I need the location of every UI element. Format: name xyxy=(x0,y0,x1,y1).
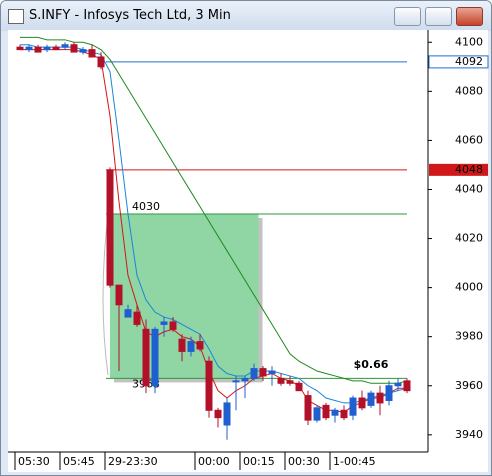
candle-body xyxy=(115,284,123,306)
candle-body xyxy=(169,321,177,330)
candle-body xyxy=(376,392,384,404)
app-icon xyxy=(8,9,24,24)
candle-body xyxy=(88,49,96,58)
candle-body xyxy=(403,380,411,392)
candle-body xyxy=(331,409,339,416)
y-tick-label: 3980 xyxy=(455,330,483,343)
average-line xyxy=(20,36,408,384)
candle-body xyxy=(43,46,51,51)
candle-body xyxy=(196,341,204,350)
x-tick-label: 29-23:30 xyxy=(108,455,158,468)
candle-body xyxy=(52,46,60,51)
candle-body xyxy=(232,380,240,383)
candle-body xyxy=(214,409,222,419)
level-label: 4048 xyxy=(455,163,483,176)
x-tick-label: 00:30 xyxy=(288,455,320,468)
candle-body xyxy=(340,409,348,419)
level-tag xyxy=(428,55,489,69)
candle-body xyxy=(367,392,375,406)
candle-body xyxy=(322,404,330,419)
candle-body xyxy=(304,395,312,421)
candle-body xyxy=(142,328,150,387)
minimize-button[interactable] xyxy=(394,7,421,26)
candle-body xyxy=(349,397,357,416)
window-title: S.INFY - Infosys Tech Ltd, 3 Min xyxy=(29,8,231,23)
candle-body xyxy=(259,368,267,377)
candle-body xyxy=(268,370,276,374)
guide-arc xyxy=(102,214,109,376)
y-tick-label: 4100 xyxy=(455,35,483,48)
x-tick-label: 1-00:45 xyxy=(333,455,376,468)
maximize-button[interactable] xyxy=(425,7,452,26)
candle-body xyxy=(241,377,249,382)
candle-body xyxy=(205,360,213,411)
y-tick-label: 4020 xyxy=(455,232,483,245)
level-label: 4092 xyxy=(455,55,483,68)
x-tick-label: 00:00 xyxy=(198,455,230,468)
x-tick-label: 05:30 xyxy=(18,455,50,468)
candle-body xyxy=(286,380,294,384)
candle-body xyxy=(133,311,141,325)
x-axis-area xyxy=(8,452,488,472)
candle-body xyxy=(277,377,285,384)
y-tick-label: 4040 xyxy=(455,182,483,195)
candle-body xyxy=(394,382,402,387)
candle-body xyxy=(16,46,24,51)
candle-body xyxy=(250,368,258,379)
y-axis-area xyxy=(428,30,488,452)
y-tick-label: 3960 xyxy=(455,379,483,392)
close-button[interactable] xyxy=(456,7,483,26)
y-tick-label: 3940 xyxy=(455,428,483,441)
candle-body xyxy=(151,328,159,387)
x-tick-label: 05:45 xyxy=(63,455,95,468)
y-tick-label: 4060 xyxy=(455,133,483,146)
candle-body xyxy=(223,402,231,426)
level-label: 4030 xyxy=(132,200,160,213)
x-tick-label: 00:15 xyxy=(243,455,275,468)
candle-body xyxy=(25,46,33,51)
title-bar: S.INFY - Infosys Tech Ltd, 3 Min xyxy=(1,1,491,31)
y-tick-label: 4080 xyxy=(455,84,483,97)
candle-body xyxy=(70,44,78,53)
candle-body xyxy=(61,44,69,48)
candle-body xyxy=(385,385,393,401)
candle-body xyxy=(34,46,42,53)
y-tick-label: 4000 xyxy=(455,281,483,294)
candle-body xyxy=(358,397,366,409)
candle-body xyxy=(160,321,168,325)
candle-body xyxy=(295,382,303,392)
zone xyxy=(110,214,259,379)
annotation: $0.66 xyxy=(354,358,389,371)
level-tag xyxy=(429,163,488,176)
candle-body xyxy=(187,341,195,352)
candle-body xyxy=(106,169,114,286)
candle-body xyxy=(97,56,105,68)
candle-body xyxy=(178,338,186,352)
candle-body xyxy=(124,309,132,318)
candle-body xyxy=(313,407,321,421)
candle-body xyxy=(79,49,87,53)
